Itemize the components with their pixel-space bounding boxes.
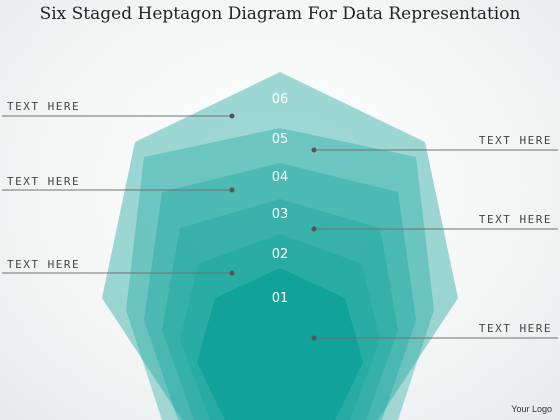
callout-left-bottom: TEXT HERE xyxy=(2,258,235,276)
stage-03-label: 03 xyxy=(272,207,289,222)
callout-right-bottom-text: TEXT HERE xyxy=(479,322,552,335)
stage-04-label: 04 xyxy=(272,170,289,185)
callout-right-bottom: TEXT HERE xyxy=(311,322,558,341)
callout-right-top-text: TEXT HERE xyxy=(479,134,552,147)
callout-left-top-text: TEXT HERE xyxy=(7,100,80,113)
callout-layer: TEXT HERE TEXT HERE TEXT HERE TEXT HERE xyxy=(2,100,558,341)
callout-left-bottom-dot xyxy=(229,270,235,276)
diagram-title: Six Staged Heptagon Diagram For Data Rep… xyxy=(39,4,521,24)
callout-left-top: TEXT HERE xyxy=(2,100,235,119)
callout-right-middle: TEXT HERE xyxy=(311,213,558,232)
callout-left-bottom-text: TEXT HERE xyxy=(7,258,80,271)
callout-left-middle-dot xyxy=(229,187,235,193)
callout-right-bottom-dot xyxy=(311,335,317,341)
stage-02-label: 02 xyxy=(272,247,289,262)
logo-text: Your Logo xyxy=(511,404,552,414)
stage-01-shape xyxy=(197,268,363,420)
callout-left-top-dot xyxy=(229,113,235,119)
callout-right-middle-text: TEXT HERE xyxy=(479,213,552,226)
callout-right-top: TEXT HERE xyxy=(311,134,558,153)
stage-06-shape xyxy=(102,72,458,420)
callout-left-middle: TEXT HERE xyxy=(2,175,235,193)
callout-right-top-dot xyxy=(311,147,317,153)
callout-right-middle-dot xyxy=(311,226,317,232)
stage-01-label: 01 xyxy=(272,291,289,306)
stage-layer: 01 02 03 04 05 06 xyxy=(102,72,458,420)
stage-05-label: 05 xyxy=(272,132,289,147)
stage-06-label: 06 xyxy=(272,92,289,107)
callout-left-middle-text: TEXT HERE xyxy=(7,175,80,188)
